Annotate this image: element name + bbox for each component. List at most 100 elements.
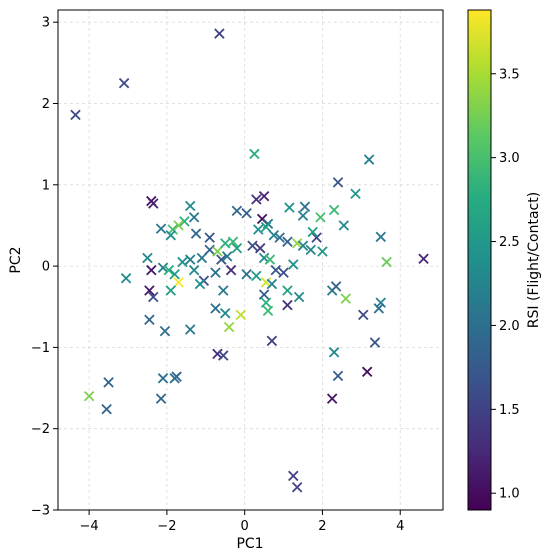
data-point <box>288 259 299 270</box>
data-point <box>194 278 206 290</box>
data-point <box>270 264 282 276</box>
data-point <box>282 299 293 311</box>
y-tick-label: −2 <box>31 422 50 437</box>
data-point <box>293 291 305 303</box>
data-point <box>260 297 272 308</box>
data-point <box>305 244 317 256</box>
data-point <box>210 303 221 314</box>
data-point <box>284 202 295 213</box>
data-point <box>184 254 196 265</box>
data-point <box>214 28 225 39</box>
colorbar-tick-label: 3.5 <box>499 67 520 82</box>
data-point <box>70 109 81 121</box>
data-point <box>291 238 303 249</box>
y-tick-label: −3 <box>31 504 50 519</box>
data-point <box>190 228 202 239</box>
scatter-points <box>70 28 429 493</box>
data-point <box>210 267 221 278</box>
data-point <box>288 470 299 482</box>
data-point <box>179 216 190 227</box>
data-point <box>332 370 344 382</box>
colorbar-tick-label: 2.5 <box>499 235 520 250</box>
data-point <box>223 321 235 333</box>
x-tick-label: 2 <box>318 519 326 534</box>
data-point <box>282 236 293 247</box>
data-point <box>241 268 252 280</box>
data-point <box>381 256 392 268</box>
data-point <box>328 204 340 216</box>
data-point <box>221 251 233 262</box>
data-point <box>148 198 159 209</box>
data-point <box>282 285 293 296</box>
colorbar-tick-label: 2.0 <box>499 319 520 334</box>
data-point <box>146 264 157 276</box>
data-point <box>165 285 177 296</box>
colorbar-tick-label: 3.0 <box>499 151 520 166</box>
x-tick-label: −4 <box>80 519 99 534</box>
data-point <box>340 293 352 304</box>
colorbar-tick-label: 1.5 <box>499 403 520 418</box>
plot-frame <box>57 9 444 511</box>
data-point <box>254 242 266 254</box>
data-point <box>350 188 361 199</box>
data-point <box>219 308 231 319</box>
data-point <box>278 267 289 278</box>
data-point <box>218 285 229 296</box>
y-axis-ticks: −3 −2 −1 0 1 2 3 <box>31 16 58 519</box>
data-point <box>274 232 285 243</box>
data-point <box>155 393 167 404</box>
data-point <box>212 348 223 360</box>
data-point <box>165 229 177 241</box>
data-point <box>155 223 167 234</box>
data-point <box>83 390 95 402</box>
data-point <box>227 236 239 247</box>
data-point <box>101 403 112 415</box>
data-point <box>260 277 272 288</box>
x-tick-label: −2 <box>157 519 176 534</box>
data-point <box>167 224 178 235</box>
data-point <box>204 232 215 243</box>
data-point <box>204 244 215 256</box>
y-tick-label: 3 <box>42 16 50 31</box>
data-point <box>307 226 318 238</box>
data-point <box>418 253 429 265</box>
data-point <box>361 366 373 378</box>
data-point <box>249 148 260 160</box>
data-point <box>363 154 375 165</box>
data-point <box>332 177 344 188</box>
data-point <box>251 270 262 282</box>
data-point <box>369 337 381 348</box>
data-point <box>212 246 223 257</box>
colorbar-tick-label: 1.0 <box>499 487 520 502</box>
data-point <box>326 393 338 404</box>
data-point <box>311 232 322 243</box>
x-axis-label: PC1 <box>236 536 263 552</box>
data-point <box>247 240 258 252</box>
data-point <box>328 347 340 358</box>
data-point <box>196 252 208 264</box>
data-point <box>231 242 243 254</box>
data-point <box>173 220 184 231</box>
data-point <box>225 264 237 276</box>
data-point <box>297 210 309 221</box>
x-axis-ticks: −4 −2 0 2 4 <box>80 510 404 534</box>
data-point <box>218 350 229 361</box>
data-point <box>260 221 272 233</box>
data-point <box>251 194 262 205</box>
data-point <box>118 77 130 89</box>
data-point <box>375 231 387 243</box>
data-point <box>184 324 196 335</box>
data-point <box>338 220 350 231</box>
data-point <box>330 281 342 292</box>
x-tick-label: 4 <box>396 519 404 534</box>
data-point <box>157 373 169 384</box>
y-tick-label: −1 <box>31 341 50 356</box>
data-point <box>235 309 247 321</box>
data-point <box>120 273 132 284</box>
data-point <box>291 481 303 493</box>
data-point <box>297 240 309 252</box>
data-point <box>258 289 270 300</box>
colorbar-label: RSI (Flight/Contact) <box>526 192 542 328</box>
data-point <box>264 254 276 265</box>
